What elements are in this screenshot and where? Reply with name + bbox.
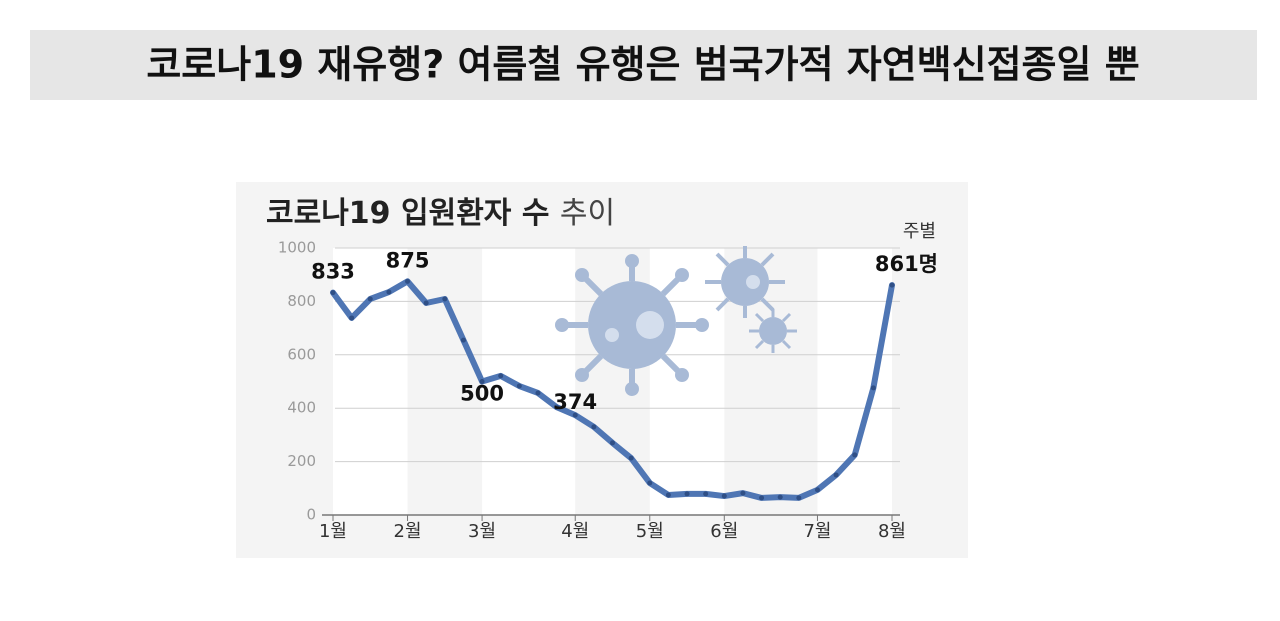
band <box>333 248 408 515</box>
x-tick-label: 2월 <box>394 521 422 542</box>
value-label: 833 <box>311 260 355 284</box>
band <box>817 248 892 515</box>
data-point <box>814 487 820 493</box>
title-bar <box>30 30 1257 100</box>
value-label: 500 <box>460 382 504 406</box>
value-label: 374 <box>553 390 597 414</box>
data-point <box>460 337 466 343</box>
virus-icons <box>555 246 797 396</box>
x-tick-label: 5월 <box>636 521 664 542</box>
data-point <box>349 315 355 321</box>
data-point <box>684 491 690 497</box>
x-tick-label: 1월 <box>319 521 347 542</box>
data-point <box>591 424 597 430</box>
y-tick-label: 800 <box>287 292 316 310</box>
data-point <box>610 440 615 446</box>
data-point <box>777 494 783 500</box>
band <box>482 248 576 515</box>
y-tick-label: 600 <box>287 345 316 363</box>
data-point <box>572 412 578 418</box>
plot: 833 875 500 374 861명 <box>311 248 938 501</box>
data-point <box>703 491 709 497</box>
y-tick-label: 0 <box>306 506 316 524</box>
x-tick-label: 7월 <box>803 521 831 542</box>
value-label: 861명 <box>875 252 938 276</box>
y-tick-label: 1000 <box>278 239 316 257</box>
data-point <box>721 493 727 499</box>
data-point <box>423 300 429 306</box>
x-tick-label: 3월 <box>468 521 496 542</box>
data-point <box>889 282 895 288</box>
data-point <box>554 404 560 410</box>
data-point <box>479 379 485 384</box>
x-tick-label: 8월 <box>878 521 906 542</box>
chart-title: 코로나19 입원환자 수 추이 <box>266 196 615 231</box>
data-point <box>498 373 504 379</box>
value-label: 875 <box>386 248 430 272</box>
virus-icon <box>555 254 709 396</box>
data-point <box>759 495 765 501</box>
virus-icon <box>705 246 785 318</box>
slide-title: 코로나19 재유행? 여름철 유행은 범국가적 자연백신접종일 뿐 <box>146 43 1139 87</box>
data-point <box>405 278 411 284</box>
data-point <box>647 480 653 486</box>
band <box>649 248 725 515</box>
data-point <box>386 289 392 295</box>
data-point <box>442 296 448 302</box>
data-point <box>796 495 802 501</box>
bands <box>333 248 892 515</box>
x-tick-label: 4월 <box>561 521 589 542</box>
data-point <box>665 492 671 498</box>
data-point <box>367 296 373 302</box>
y-tick-label: 200 <box>287 452 316 470</box>
data-point <box>833 472 839 478</box>
y-tick-label: 400 <box>287 399 316 417</box>
data-point <box>852 452 858 458</box>
grid: 0 200 400 600 800 1000 1월 2월 3월 4월 5월 6월 7월 8월 <box>278 239 906 543</box>
x-tick-label: 6월 <box>710 521 738 542</box>
data-point <box>740 490 746 496</box>
chart-subtitle: 주별 <box>903 221 936 242</box>
data-point <box>628 455 634 461</box>
chart-title-main: 코로나19 입원환자 수 <box>266 196 549 231</box>
data-point <box>870 385 876 391</box>
data-point <box>516 383 522 389</box>
chart-title-light: 추이 <box>560 196 615 231</box>
data-point <box>535 390 541 396</box>
data-point <box>330 290 336 296</box>
virus-icon <box>749 309 797 353</box>
